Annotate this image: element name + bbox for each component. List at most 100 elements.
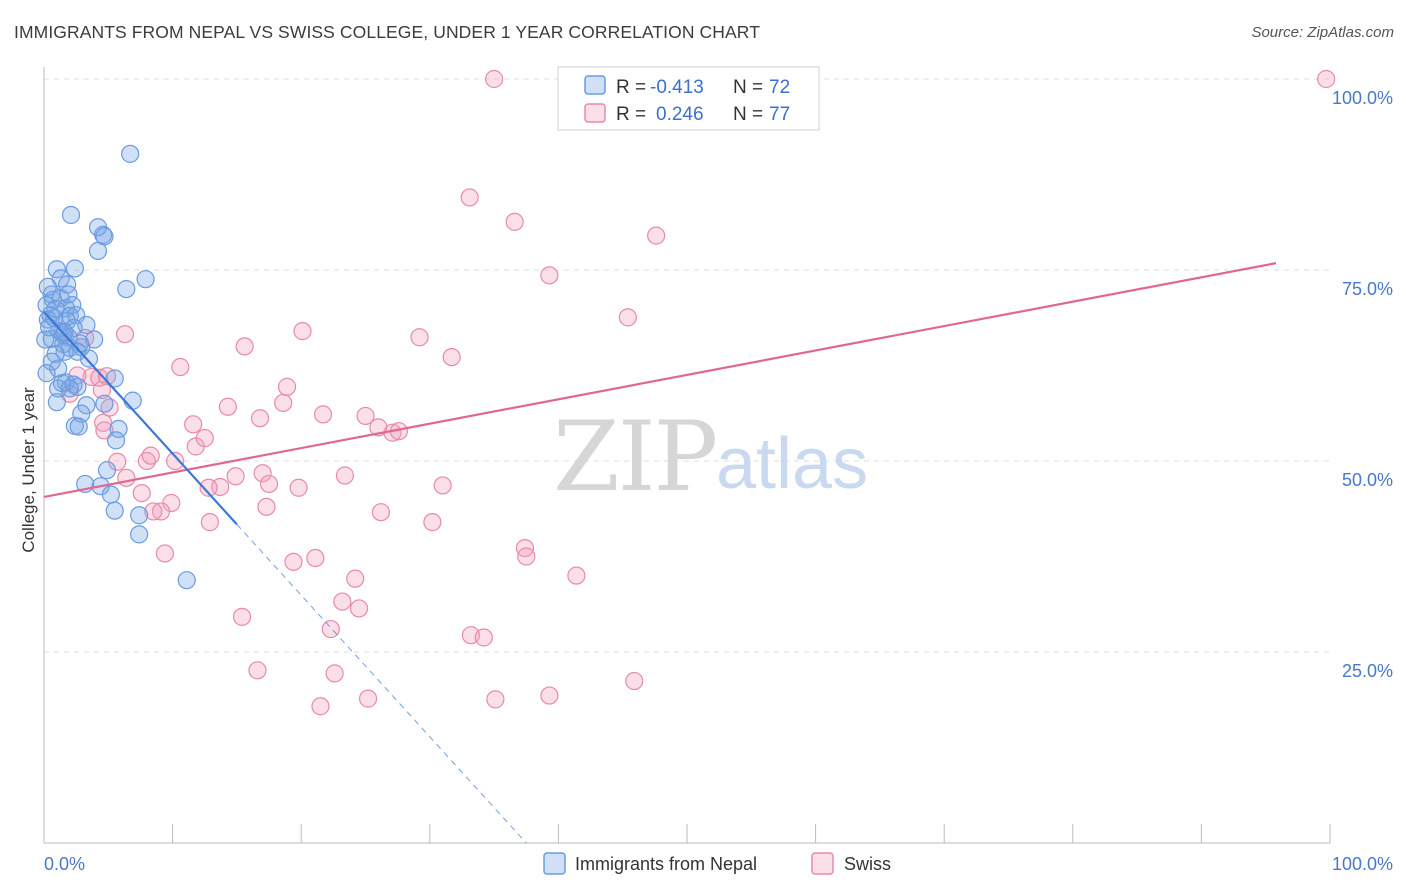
x-tick-label-100: 100.0% [1332, 854, 1393, 874]
nepal-point [38, 277, 57, 296]
legend-r-value-2: 0.246 [656, 104, 704, 125]
swiss-trend-line [43, 262, 1277, 498]
nepal-point [121, 144, 140, 163]
swiss-point [346, 569, 365, 588]
swiss-point [486, 690, 505, 709]
y-tick-label-75: 75.0% [1342, 279, 1393, 299]
nepal-point [130, 525, 149, 544]
legend-r-value-1: -0.413 [650, 77, 704, 98]
nepal-point [95, 394, 114, 413]
legend-n-value-2: 77 [769, 104, 790, 125]
nepal-point [61, 205, 81, 225]
nepal-point [59, 285, 78, 304]
swiss-point [540, 266, 559, 285]
swiss-point [94, 413, 113, 432]
swiss-point [335, 466, 355, 485]
nepal-point [136, 270, 155, 289]
watermark-zip: ZIP [553, 401, 716, 513]
bottom-legend-swatch-swiss [811, 852, 834, 875]
nepal-point [37, 364, 56, 383]
swiss-point [144, 502, 163, 521]
legend-swatch-swiss [584, 103, 606, 123]
nepal-point [46, 299, 65, 319]
swiss-point [250, 409, 270, 428]
swiss-point [460, 188, 479, 207]
grid-lines [44, 78, 1330, 653]
swiss-point [567, 566, 586, 585]
nepal-point [47, 393, 66, 412]
swiss-point [1317, 69, 1336, 89]
nepal-point [47, 260, 66, 279]
swiss-point [184, 415, 203, 434]
watermark: ZIP atlas [553, 401, 868, 513]
swiss-point [289, 478, 308, 497]
swiss-point [293, 322, 312, 341]
swiss-point [218, 397, 237, 416]
swiss-point [358, 689, 378, 708]
trend-lines [43, 262, 1277, 844]
nepal-point [105, 369, 124, 388]
bottom-legend-label-swiss: Swiss [844, 854, 891, 874]
swiss-point [333, 592, 352, 611]
nepal-point [106, 431, 126, 450]
x-tick-label-0: 0.0% [44, 854, 85, 874]
nepal-point [45, 309, 64, 328]
swiss-point [371, 503, 391, 522]
y-tick-label-50: 50.0% [1342, 470, 1393, 490]
swiss-point [257, 497, 276, 516]
watermark-atlas: atlas [716, 424, 868, 504]
nepal-point [130, 506, 149, 525]
swiss-point [306, 548, 325, 568]
swiss-point [171, 357, 190, 377]
nepal-point [177, 571, 196, 590]
swiss-point [505, 212, 524, 231]
nepal-point [79, 349, 99, 368]
legend-r-label-2: R = [616, 104, 646, 125]
source-credit: Source: ZipAtlas.com [1251, 24, 1394, 41]
swiss-point [277, 377, 297, 396]
swiss-points [52, 69, 1336, 716]
swiss-point [155, 544, 174, 563]
nepal-point [69, 417, 88, 436]
swiss-point [313, 405, 333, 424]
nepal-point [123, 391, 142, 410]
series-legend: Immigrants from Nepal Swiss [543, 852, 891, 875]
nepal-point [109, 419, 128, 439]
swiss-point [200, 513, 219, 532]
swiss-point [226, 467, 245, 486]
nepal-point [117, 280, 136, 299]
swiss-point [92, 380, 111, 400]
swiss-point [235, 337, 254, 356]
chart-title: IMMIGRANTS FROM NEPAL VS SWISS COLLEGE, … [14, 22, 761, 42]
swiss-point [485, 69, 504, 89]
bottom-legend-label-nepal: Immigrants from Nepal [575, 854, 757, 874]
swiss-point [199, 478, 218, 497]
bottom-legend-swatch-nepal [543, 852, 566, 875]
swiss-point [321, 619, 340, 639]
nepal-point [68, 377, 87, 396]
swiss-point [195, 428, 214, 448]
swiss-point [625, 671, 644, 691]
legend-r-label-1: R = [616, 77, 646, 98]
legend-box [557, 66, 820, 131]
swiss-point [151, 502, 171, 521]
nepal-point [68, 342, 87, 361]
tick-labels: 25.0% 50.0% 75.0% 100.0% 0.0% 100.0% [44, 88, 1393, 874]
swiss-point [82, 367, 101, 387]
swiss-point [115, 325, 135, 344]
swiss-point [284, 552, 303, 571]
swiss-point [232, 607, 252, 626]
swiss-point [248, 661, 267, 680]
swiss-point [274, 393, 293, 413]
swiss-point [423, 513, 442, 532]
swiss-point [132, 483, 151, 503]
swiss-point [141, 446, 160, 465]
swiss-point [311, 697, 330, 716]
legend-n-value-1: 72 [769, 77, 790, 98]
nepal-point [49, 379, 68, 398]
swiss-point [253, 464, 272, 483]
nepal-point [97, 461, 117, 480]
swiss-point [442, 347, 461, 367]
legend-swatch-nepal [584, 75, 606, 95]
